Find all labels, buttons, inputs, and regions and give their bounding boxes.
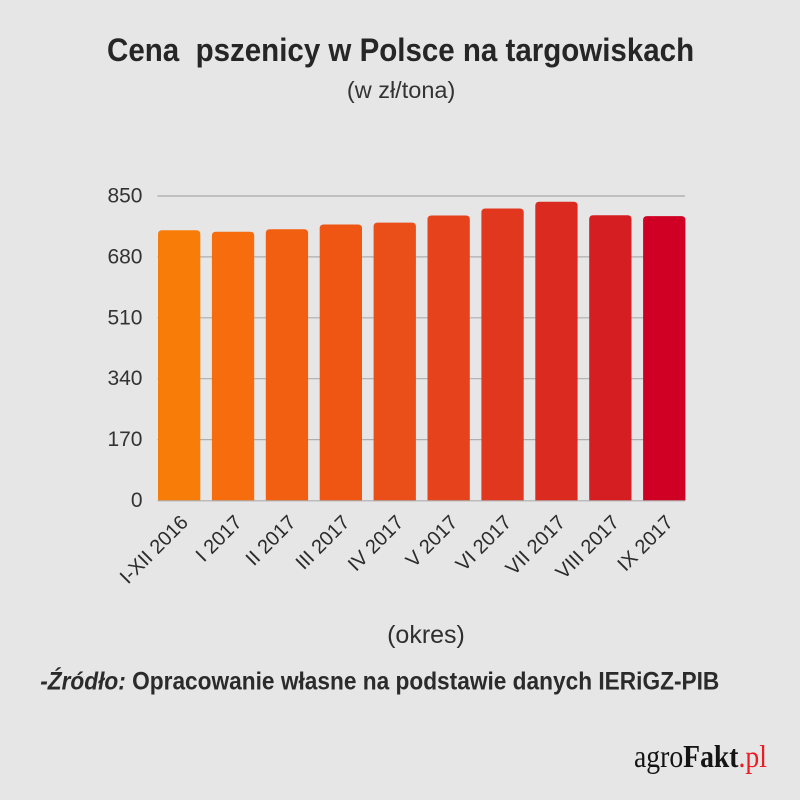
- svg-text:850: 850: [107, 185, 142, 208]
- svg-text:340: 340: [107, 367, 142, 390]
- svg-text:agroFakt.pl: agroFakt.pl: [634, 739, 767, 774]
- svg-text:I 2017: I 2017: [192, 511, 247, 566]
- svg-text:Cena pszenicy w Polsce na tar: Cena pszenicy w Polsce na targowiskach: [107, 32, 694, 68]
- svg-text:III 2017: III 2017: [292, 511, 355, 574]
- svg-text:-Źródło: Opracowanie własne na: -Źródło: Opracowanie własne na podstawie…: [40, 667, 719, 696]
- svg-text:IV 2017: IV 2017: [344, 511, 408, 575]
- svg-text:510: 510: [107, 306, 142, 329]
- svg-text:(w zł/tona): (w zł/tona): [347, 77, 455, 103]
- svg-text:(okres): (okres): [387, 621, 465, 649]
- svg-text:I-XII 2016: I-XII 2016: [116, 511, 193, 588]
- svg-text:680: 680: [107, 245, 142, 268]
- svg-text:0: 0: [131, 489, 143, 512]
- svg-text:IX 2017: IX 2017: [614, 511, 678, 575]
- svg-text:170: 170: [107, 428, 142, 451]
- svg-text:II 2017: II 2017: [242, 511, 301, 570]
